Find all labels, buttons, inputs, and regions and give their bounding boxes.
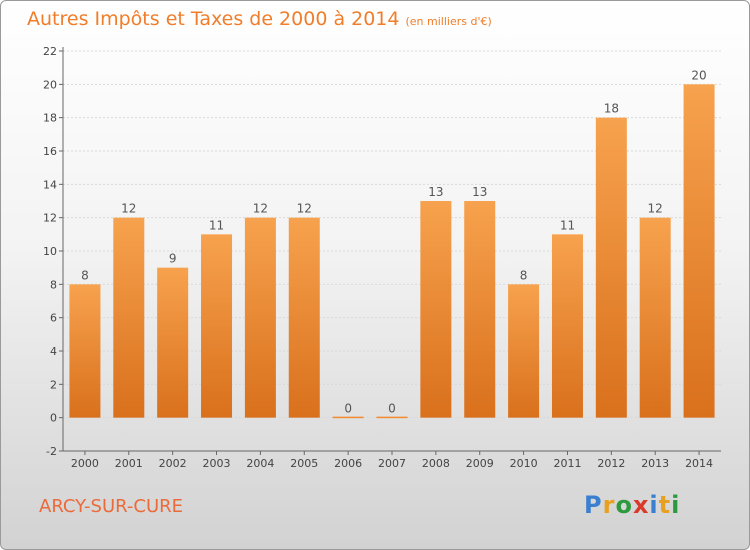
bar: [244, 217, 276, 418]
value-label: 8: [81, 268, 89, 282]
x-tick-label: 2006: [334, 457, 362, 470]
y-tick-label: 16: [43, 145, 57, 158]
bar: [201, 234, 233, 418]
bar: [157, 267, 189, 418]
value-label: 12: [297, 202, 312, 216]
value-label: 0: [388, 402, 396, 416]
y-tick-label: 18: [43, 112, 57, 125]
bar: [376, 416, 408, 419]
x-tick-label: 2000: [71, 457, 99, 470]
x-tick-label: 2003: [203, 457, 231, 470]
value-label: 8: [520, 268, 528, 282]
bar: [288, 217, 320, 418]
chart-title-text: Autres Impôts et Taxes de 2000 à 2014: [27, 8, 400, 30]
value-label: 12: [253, 202, 268, 216]
x-tick-label: 2012: [597, 457, 625, 470]
bar: [113, 217, 145, 418]
value-label: 13: [472, 185, 487, 199]
x-tick-label: 2008: [422, 457, 450, 470]
bars: [69, 84, 715, 419]
x-tick-label: 2013: [641, 457, 669, 470]
value-label: 9: [169, 252, 177, 266]
y-tick-label: -2: [46, 445, 57, 458]
y-tick-label: 12: [43, 212, 57, 225]
logo-letter: x: [632, 491, 650, 519]
bar: [508, 284, 540, 418]
logo-letter: P: [584, 491, 603, 519]
x-tick-label: 2005: [290, 457, 318, 470]
bar: [69, 284, 101, 418]
y-tick-label: 2: [50, 378, 57, 391]
x-tick-label: 2010: [510, 457, 538, 470]
value-label: 12: [121, 202, 136, 216]
bar: [332, 416, 364, 419]
bar: [639, 217, 671, 418]
x-tick-label: 2014: [685, 457, 713, 470]
bar: [595, 117, 627, 418]
x-tick-label: 2009: [466, 457, 494, 470]
y-tick-label: 22: [43, 45, 57, 58]
commune-name: ARCY-SUR-CURE: [39, 496, 184, 517]
labels: -202468101214161820228200012200192002112…: [43, 45, 713, 470]
x-tick-label: 2001: [115, 457, 143, 470]
proxiti-logo: Proxiti: [584, 491, 680, 519]
logo-letter: i: [649, 491, 659, 519]
value-label: 12: [648, 202, 663, 216]
y-tick-label: 6: [50, 312, 57, 325]
value-label: 20: [691, 68, 706, 82]
y-tick-label: 0: [50, 412, 57, 425]
value-label: 0: [344, 402, 352, 416]
y-tick-label: 8: [50, 278, 57, 291]
bar: [464, 201, 496, 418]
logo-letter: i: [671, 491, 681, 519]
value-label: 13: [428, 185, 443, 199]
chart-title: Autres Impôts et Taxes de 2000 à 2014 (en…: [27, 8, 492, 30]
chart-subtitle: (en milliers d'€): [405, 15, 492, 28]
bar: [420, 201, 452, 418]
value-label: 18: [604, 102, 619, 116]
x-tick-label: 2011: [553, 457, 581, 470]
axes: [59, 47, 721, 455]
value-label: 11: [209, 218, 224, 232]
x-tick-label: 2002: [159, 457, 187, 470]
bar: [683, 84, 715, 418]
bar: [551, 234, 583, 418]
y-tick-label: 4: [50, 345, 57, 358]
x-tick-label: 2004: [246, 457, 274, 470]
x-tick-label: 2007: [378, 457, 406, 470]
y-tick-label: 20: [43, 78, 57, 91]
value-label: 11: [560, 218, 575, 232]
logo-letter: r: [602, 491, 616, 519]
y-tick-label: 14: [43, 178, 57, 191]
y-tick-label: 10: [43, 245, 57, 258]
logo-letter: o: [615, 491, 633, 519]
logo-letter: t: [658, 491, 672, 519]
